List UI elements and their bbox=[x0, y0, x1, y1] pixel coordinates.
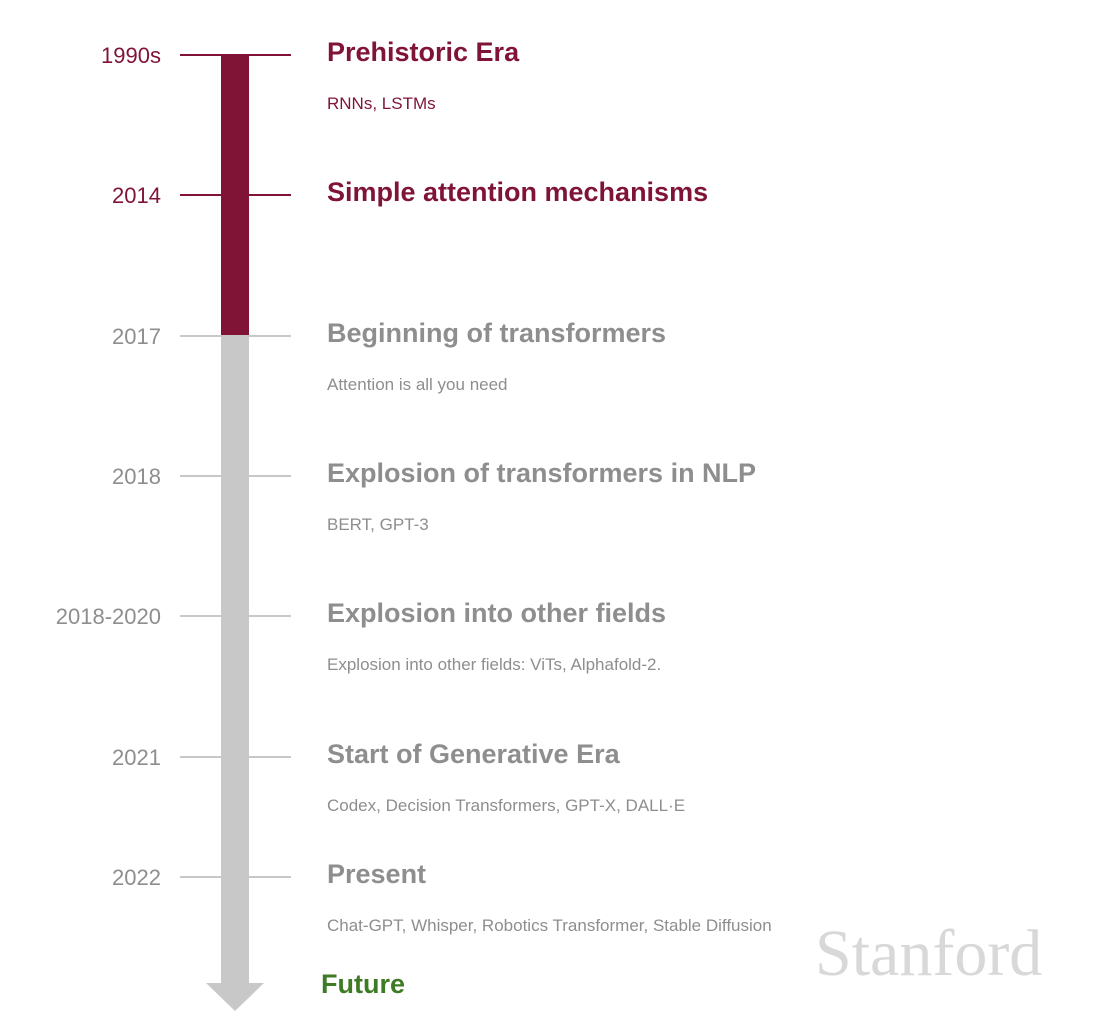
timeline-tick bbox=[180, 615, 291, 617]
timeline-tick bbox=[180, 475, 291, 477]
event-title: Simple attention mechanisms bbox=[327, 177, 709, 207]
event-year: 2018-2020 bbox=[55, 604, 161, 629]
timeline-tick bbox=[180, 876, 291, 878]
event-title: Beginning of transformers bbox=[327, 318, 667, 348]
event-year: 1990s bbox=[101, 43, 161, 68]
timeline-tick bbox=[180, 194, 291, 196]
event-year: 2022 bbox=[112, 865, 161, 890]
timeline-bar-future bbox=[221, 336, 249, 985]
event-title: Start of Generative Era bbox=[327, 739, 620, 769]
timeline-arrow-head-icon bbox=[206, 983, 264, 1011]
event-title: Present bbox=[327, 859, 427, 889]
stanford-watermark: Stanford bbox=[815, 917, 1043, 990]
timeline-tick bbox=[180, 54, 291, 56]
event-detail: Explosion into other fields: ViTs, Alpha… bbox=[327, 655, 662, 674]
event-detail: Chat-GPT, Whisper, Robotics Transformer,… bbox=[327, 916, 772, 935]
event-year: 2017 bbox=[112, 324, 161, 349]
event-detail: RNNs, LSTMs bbox=[327, 94, 436, 113]
event-title: Prehistoric Era bbox=[327, 37, 520, 67]
event-year: 2018 bbox=[112, 464, 161, 489]
event-detail: Attention is all you need bbox=[327, 375, 508, 394]
event-detail: BERT, GPT-3 bbox=[327, 515, 429, 534]
event-title: Explosion into other fields bbox=[327, 598, 667, 628]
event-title: Explosion of transformers in NLP bbox=[327, 458, 757, 488]
timeline-tick bbox=[180, 756, 291, 758]
event-detail: Codex, Decision Transformers, GPT-X, DAL… bbox=[327, 796, 686, 815]
timeline-tick bbox=[180, 335, 291, 337]
future-label: Future bbox=[321, 969, 405, 999]
event-year: 2021 bbox=[112, 745, 161, 770]
event-year: 2014 bbox=[112, 183, 161, 208]
